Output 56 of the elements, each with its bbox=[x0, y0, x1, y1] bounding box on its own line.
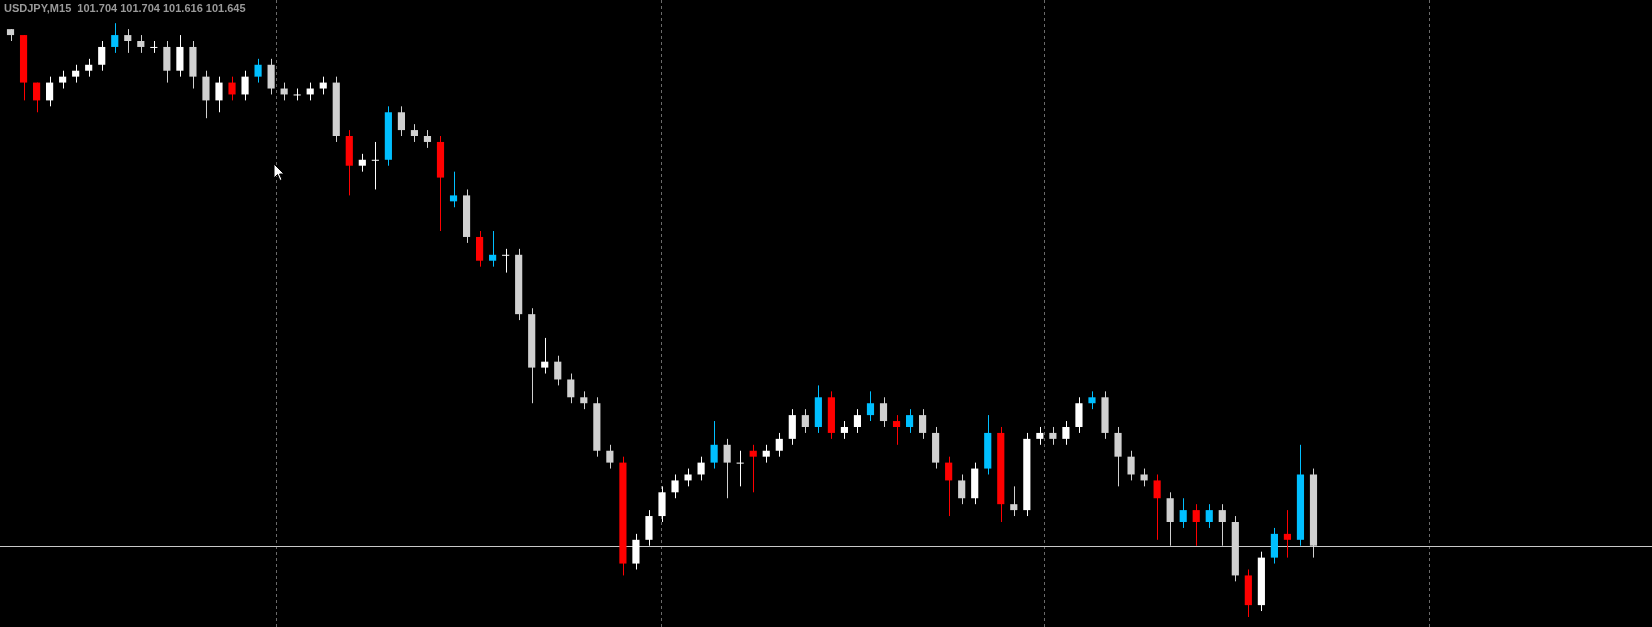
candlestick bbox=[853, 408, 862, 434]
candlestick bbox=[905, 408, 914, 434]
candlestick bbox=[1114, 426, 1122, 487]
candlestick bbox=[1127, 450, 1135, 481]
candlestick bbox=[267, 58, 275, 95]
candlestick bbox=[801, 408, 809, 434]
candlestick bbox=[606, 444, 614, 470]
candlestick bbox=[1283, 509, 1292, 559]
candlestick bbox=[632, 533, 640, 570]
candlestick bbox=[541, 337, 549, 375]
candlestick bbox=[879, 396, 888, 428]
candlestick bbox=[215, 76, 223, 113]
candlestick bbox=[163, 40, 171, 84]
candlestick bbox=[736, 450, 744, 487]
candlestick bbox=[645, 509, 653, 547]
candlestick bbox=[476, 230, 484, 268]
candlestick bbox=[1153, 473, 1161, 541]
candlestick bbox=[449, 171, 458, 208]
candlestick bbox=[241, 70, 249, 101]
candlestick bbox=[46, 76, 54, 107]
candlestick bbox=[1270, 527, 1278, 565]
candlestick bbox=[658, 485, 666, 523]
candlestick bbox=[866, 390, 875, 422]
candlestick bbox=[723, 438, 731, 499]
candlestick bbox=[254, 58, 262, 84]
candlestick bbox=[788, 408, 796, 446]
candlestick bbox=[919, 408, 927, 440]
candlestick bbox=[98, 40, 106, 72]
candlestick bbox=[111, 22, 119, 54]
candlestick bbox=[775, 432, 783, 458]
candlestick bbox=[567, 373, 575, 404]
candlestick bbox=[489, 230, 497, 268]
candlestick bbox=[176, 34, 184, 78]
candlestick bbox=[124, 28, 132, 54]
candlestick bbox=[228, 76, 236, 101]
candlestick bbox=[1192, 503, 1200, 547]
candlestick bbox=[397, 105, 405, 137]
candlestick bbox=[1062, 420, 1070, 446]
candlestick bbox=[1010, 485, 1018, 517]
candlestick bbox=[958, 473, 966, 505]
candlestick bbox=[1179, 497, 1187, 529]
candlestick bbox=[554, 355, 562, 386]
chart-title: USDJPY,M15 101.704 101.704 101.616 101.645 bbox=[4, 1, 246, 14]
candlestick bbox=[150, 40, 158, 54]
candlestick bbox=[32, 82, 41, 113]
candlestick bbox=[749, 444, 757, 493]
candlestick bbox=[892, 414, 901, 446]
candlestick bbox=[371, 141, 379, 190]
candlestick bbox=[697, 456, 705, 481]
candlestick bbox=[671, 473, 679, 499]
candlestick bbox=[1075, 396, 1083, 434]
candlestick bbox=[1205, 503, 1213, 529]
candlestick bbox=[945, 456, 953, 517]
candlestick bbox=[202, 70, 210, 119]
candlestick bbox=[502, 248, 510, 274]
candlestick bbox=[710, 420, 718, 470]
